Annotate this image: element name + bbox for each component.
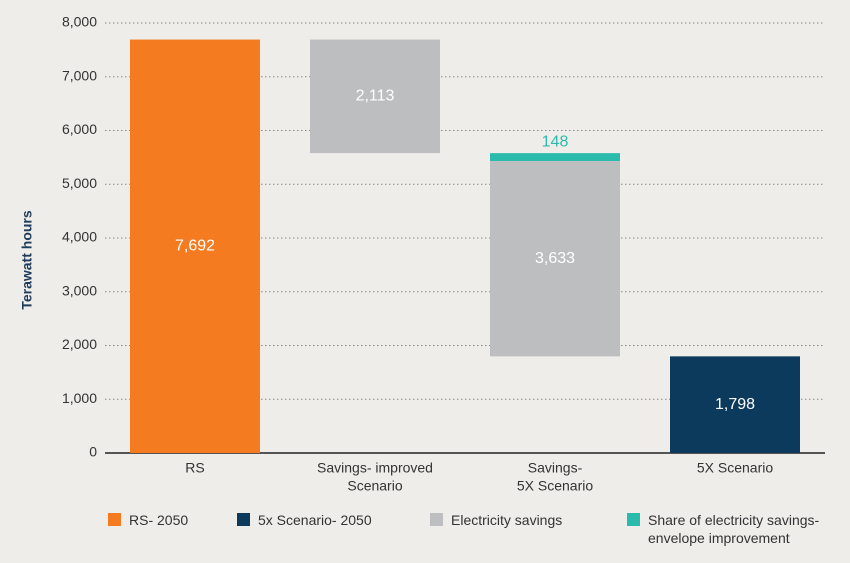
legend-label: RS- 2050 [129,512,189,528]
legend-item: Share of electricity savings- envelope i… [627,511,832,547]
bar [130,39,260,454]
legend-swatch [237,513,250,526]
legend-label: 5x Scenario- 2050 [258,512,372,528]
y-tick-label: 4,000 [62,229,97,245]
data-label: 148 [542,133,569,150]
legend-item: Electricity savings [430,511,562,529]
data-label: 3,633 [535,250,575,267]
data-label: 7,692 [175,237,215,254]
bar [490,161,620,357]
y-tick-label: 7,000 [62,67,97,83]
y-tick-label: 5,000 [62,175,97,191]
x-tick-label: Scenario [347,478,402,494]
y-tick-label: 3,000 [62,282,97,298]
bar [310,39,440,154]
x-tick-label: Savings- [528,460,583,476]
y-tick-label: 0 [89,444,97,460]
y-tick-label: 1,000 [62,390,97,406]
legend-swatch [627,513,640,526]
legend-swatch [108,513,121,526]
legend-item: 5x Scenario- 2050 [237,511,372,529]
data-label: 1,798 [715,396,755,413]
y-tick-label: 2,000 [62,336,97,352]
x-tick-label: Savings- improved [317,460,433,476]
y-tick-label: 6,000 [62,121,97,137]
legend-swatch [430,513,443,526]
data-label: 2,113 [356,88,395,105]
chart: Terawatt hours 0 1,000 2,000 3,000 4,000 5,00… [19,14,825,494]
y-axis-label: Terawatt hours [19,210,35,310]
y-tick-label: 8,000 [62,14,97,30]
bar [670,356,800,453]
bar [490,153,620,162]
x-tick-label: 5X Scenario [517,478,593,494]
legend-label: Electricity savings [451,512,563,528]
x-tick-label: RS [185,460,204,476]
x-tick-label: 5X Scenario [697,460,773,476]
legend-label: Share of electricity savings- envelope i… [648,512,820,546]
legend-item: RS- 2050 [108,511,188,529]
